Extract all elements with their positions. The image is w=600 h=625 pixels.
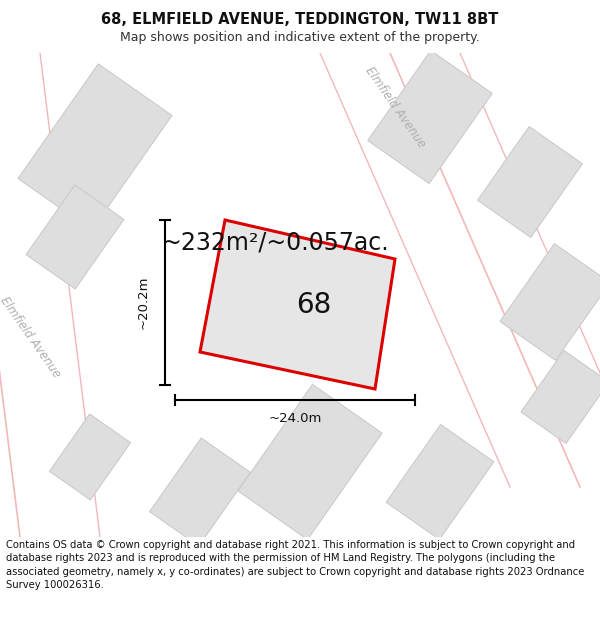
Polygon shape (478, 126, 583, 238)
Text: ~20.2m: ~20.2m (137, 276, 149, 329)
Text: ~24.0m: ~24.0m (268, 411, 322, 424)
Polygon shape (49, 414, 131, 500)
Polygon shape (200, 220, 395, 389)
Text: Elmfield Avenue: Elmfield Avenue (0, 294, 63, 380)
Polygon shape (0, 53, 130, 557)
Text: Contains OS data © Crown copyright and database right 2021. This information is : Contains OS data © Crown copyright and d… (6, 540, 584, 590)
Bar (0, 0, 600, 53)
Polygon shape (238, 384, 382, 539)
Text: 68: 68 (296, 291, 331, 319)
Polygon shape (26, 185, 124, 289)
Text: 68, ELMFIELD AVENUE, TEDDINGTON, TW11 8BT: 68, ELMFIELD AVENUE, TEDDINGTON, TW11 8B… (101, 11, 499, 26)
Polygon shape (149, 438, 250, 546)
Text: Map shows position and indicative extent of the property.: Map shows position and indicative extent… (120, 31, 480, 44)
Polygon shape (310, 53, 600, 487)
Text: ~232m²/~0.057ac.: ~232m²/~0.057ac. (161, 230, 389, 254)
Polygon shape (500, 244, 600, 361)
Polygon shape (521, 351, 600, 444)
Polygon shape (386, 424, 494, 539)
Text: Elmfield Avenue: Elmfield Avenue (362, 64, 428, 150)
Polygon shape (368, 51, 492, 184)
Polygon shape (18, 64, 172, 230)
